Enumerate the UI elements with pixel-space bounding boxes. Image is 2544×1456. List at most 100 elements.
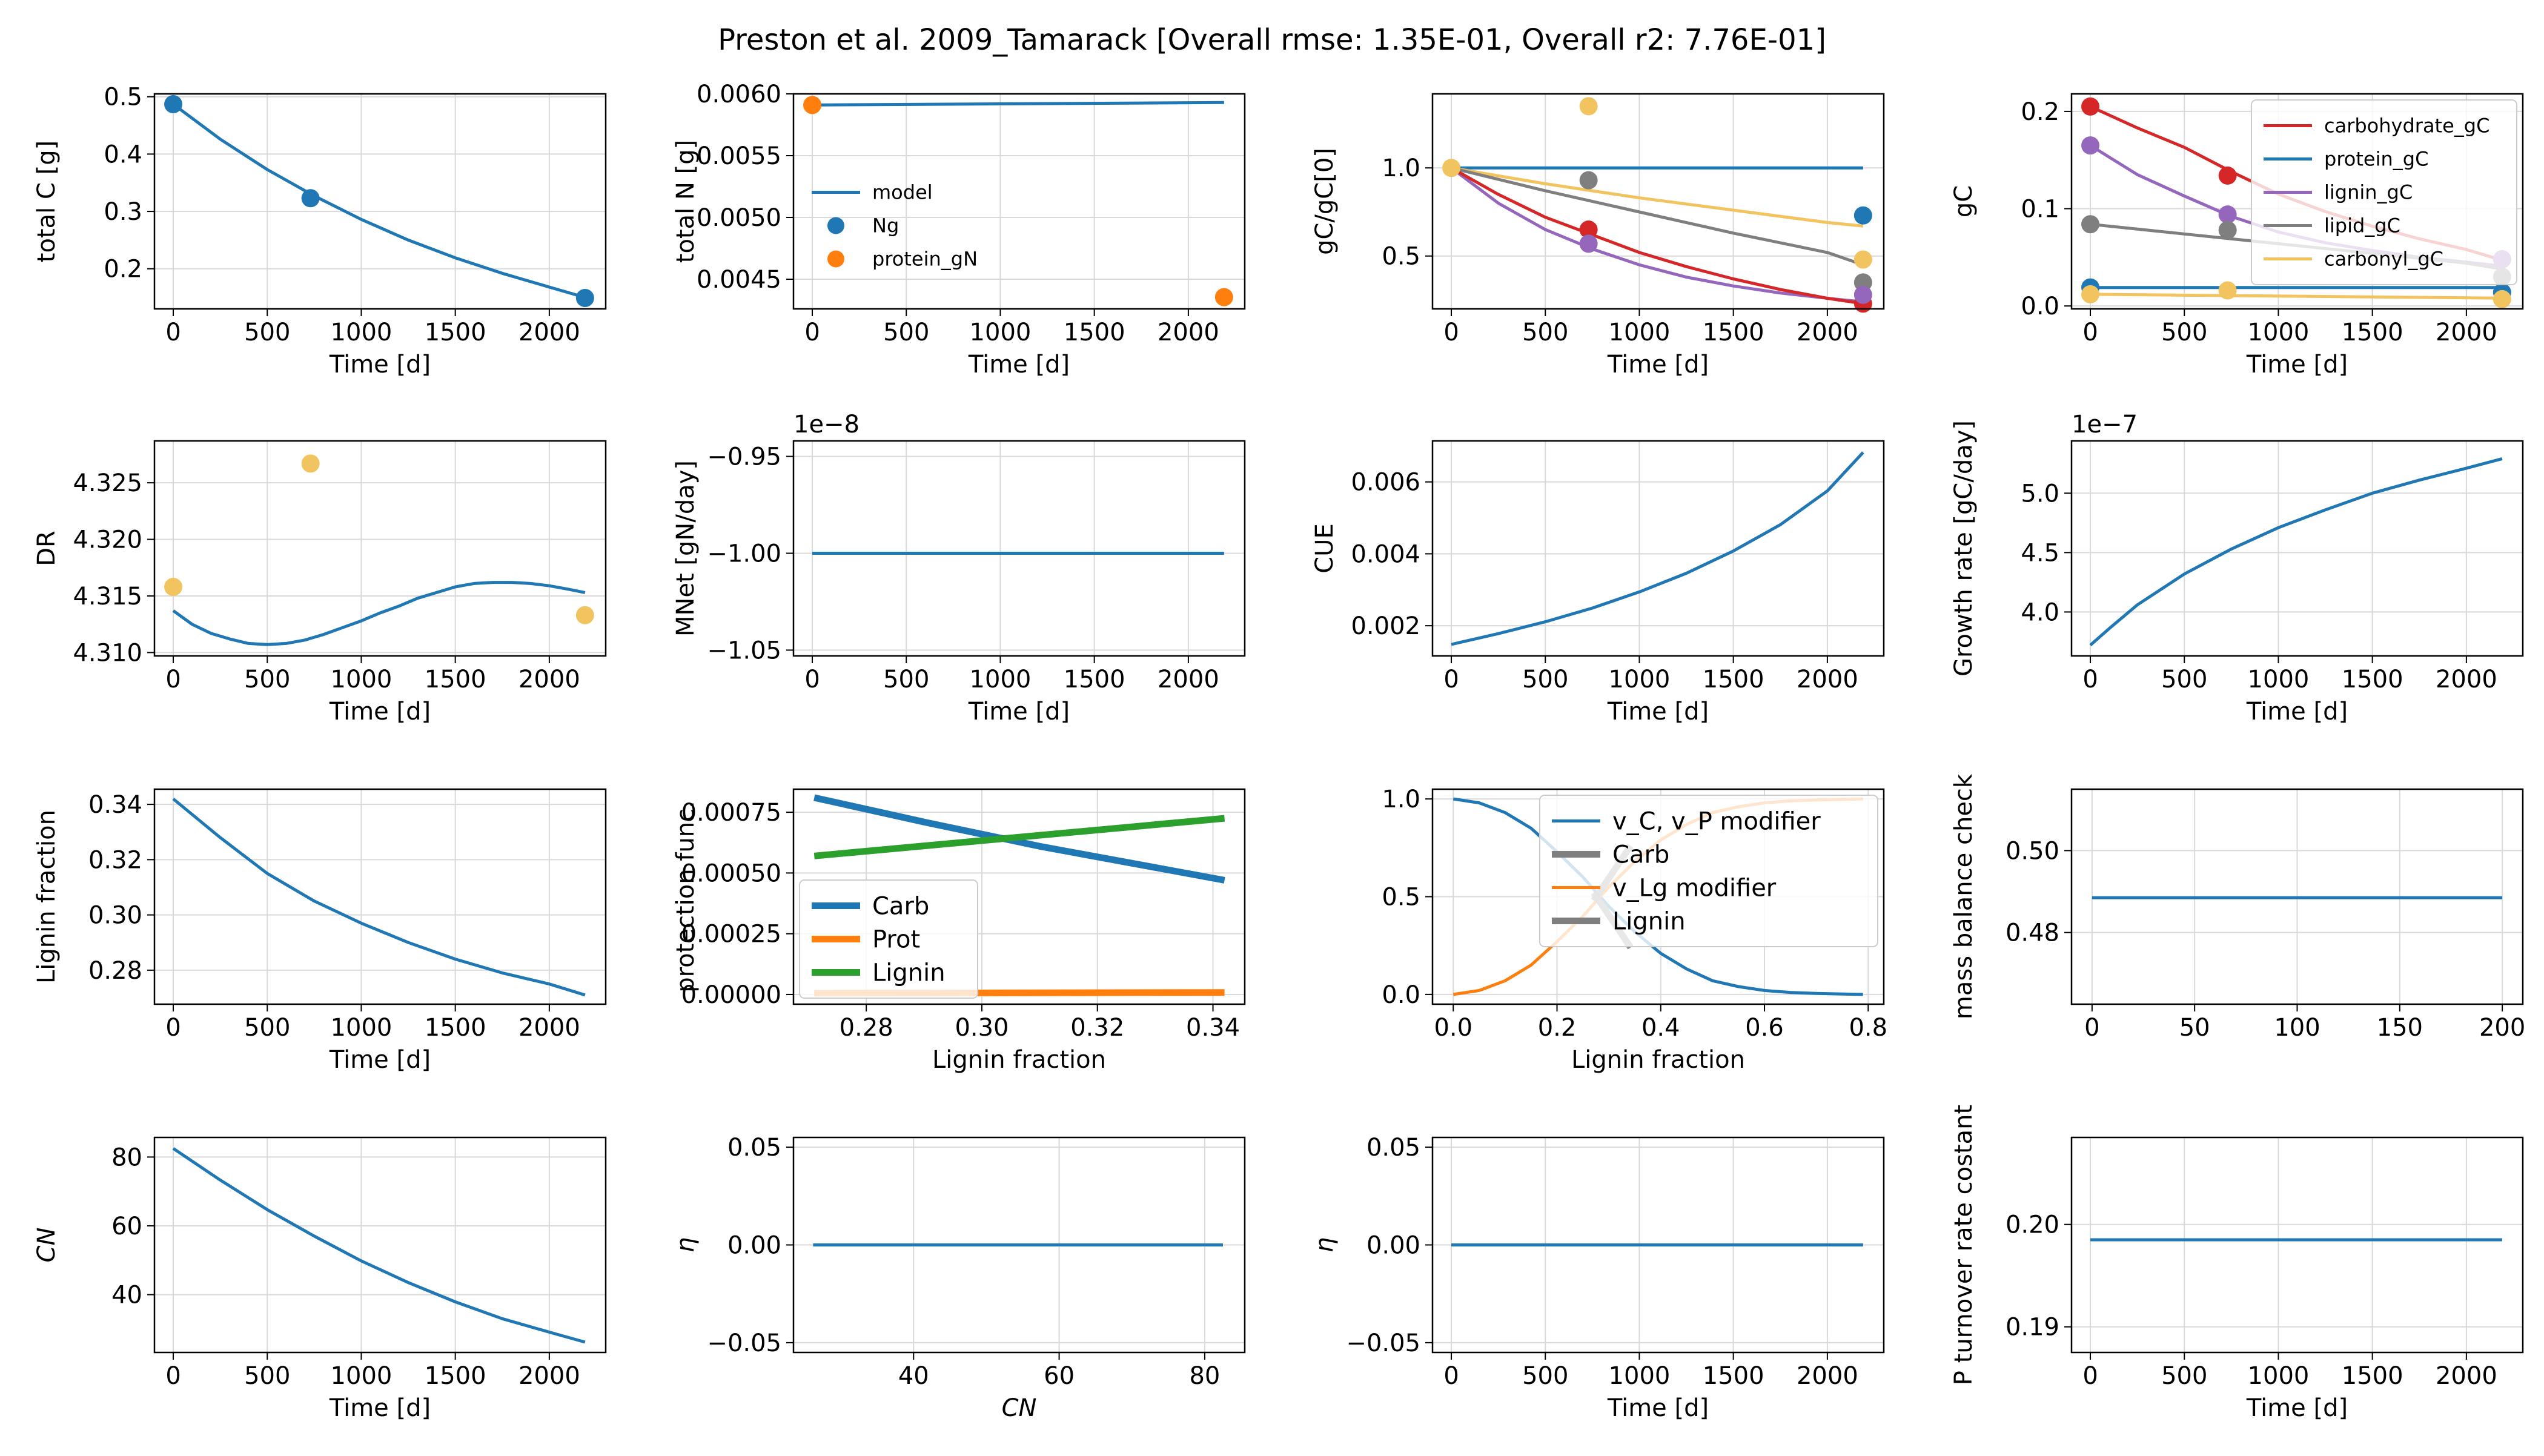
y-tick-label: 4.5: [2021, 539, 2059, 567]
y-axis-label: mass balance check: [1950, 773, 1978, 1019]
x-tick-label: 100: [2274, 1014, 2320, 1042]
y-tick-label: 0.00000: [681, 981, 781, 1009]
y-tick-label: −0.05: [1346, 1329, 1420, 1357]
x-tick-label: 500: [244, 1014, 290, 1042]
x-tick-label: 2000: [518, 319, 580, 346]
x-axis-label: Time [d]: [968, 698, 1070, 726]
legend-box: [799, 879, 978, 999]
data-point-obs_lipid: [2081, 215, 2100, 234]
x-tick-label: 1000: [331, 1362, 393, 1390]
data-point-obs_carbonyl: [2218, 281, 2237, 300]
y-tick-label: 0.0: [2021, 293, 2059, 320]
data-point-observed: [164, 95, 183, 114]
axes-frame: [153, 440, 607, 657]
x-tick-label: 500: [244, 1362, 290, 1390]
y-tick-label: 0.5: [1382, 243, 1420, 271]
data-point-obs_carbonyl: [2081, 285, 2100, 303]
x-tick-label: 2000: [1797, 1362, 1858, 1390]
x-axis-label: Time [d]: [329, 1046, 431, 1074]
legend-box: [1539, 795, 1878, 947]
y-axis-label: total C [g]: [33, 141, 61, 262]
series-line-Carb: [813, 794, 1225, 884]
y-tick-label: 0.0050: [697, 204, 781, 232]
subplot-10: 0.28 0.30 0.32 0.34 0.00000 0.00025 0.00050 0.0…: [672, 788, 1246, 1074]
data-point-obs_carbohydrate: [2218, 166, 2237, 185]
legend-marker: [827, 250, 844, 268]
x-axis-label: Time [d]: [2246, 698, 2348, 726]
y-tick-label: 0.34: [88, 791, 142, 819]
x-tick-label: 1000: [2248, 1362, 2310, 1390]
x-tick-label: 500: [1522, 319, 1568, 346]
y-axis-label: DR: [33, 531, 61, 566]
y-tick-label: 0.05: [727, 1134, 781, 1162]
data-point-observed: [575, 289, 594, 308]
series-line-model: [1451, 451, 1864, 646]
y-tick-label: 0.1: [2021, 196, 2059, 223]
x-tick-label: 2000: [1158, 319, 1219, 346]
data-point-observed: [575, 606, 594, 624]
y-axis-label: protection func.: [672, 801, 700, 993]
subplot-2: 0 500 1000 1500 2000 0.0045 0.0050 0.0055 0.0060…: [672, 81, 1246, 379]
axes-frame: [792, 440, 1246, 657]
subplot-7: 0 500 1000 1500 2000 0.002 0.004 0.006 Time [d] C…: [1311, 440, 1885, 726]
x-tick-label: 50: [2179, 1014, 2210, 1042]
y-tick-label: 0.00050: [681, 859, 781, 887]
data-point-obs_protein: [1853, 206, 1872, 225]
axes-frame: [1431, 440, 1885, 657]
x-tick-label: 0: [1443, 666, 1459, 693]
x-tick-label: 0.32: [1070, 1014, 1124, 1042]
y-tick-label: 0.0: [1382, 981, 1420, 1009]
y-tick-label: 0.48: [2006, 919, 2059, 947]
x-tick-label: 1500: [1064, 319, 1125, 346]
axes-frame: [792, 1136, 1246, 1354]
x-tick-label: 500: [1522, 666, 1568, 693]
y-tick-label: 0.004: [1351, 540, 1420, 568]
x-tick-label: 2000: [1797, 319, 1858, 346]
y-tick-label: 1.0: [1382, 154, 1420, 182]
y-tick-label: 0.05: [1366, 1134, 1420, 1162]
axes-frame: [2070, 1136, 2524, 1354]
x-tick-label: 0: [2082, 319, 2098, 346]
x-tick-label: 0: [165, 1362, 181, 1390]
x-tick-label: 0: [2084, 1014, 2099, 1042]
x-tick-label: 1000: [2248, 666, 2310, 693]
legend-label: Carb: [872, 893, 929, 921]
y-axis-label: gC: [1950, 185, 1978, 217]
x-tick-label: 1000: [331, 319, 393, 346]
x-axis-label: Time [d]: [1607, 1394, 1709, 1422]
y-tick-label: 4.320: [73, 526, 142, 554]
y-tick-label: 40: [111, 1282, 142, 1309]
y-axis-label: CN: [33, 1228, 61, 1263]
series-line-Lignin: [813, 815, 1225, 859]
x-axis-label: Time [d]: [1607, 698, 1709, 726]
x-axis-label: CN: [1002, 1394, 1037, 1422]
x-axis-label: Time [d]: [329, 351, 431, 379]
offset-label: 1e−8: [793, 411, 860, 438]
y-tick-label: 0.00025: [681, 921, 781, 948]
subplot-6: 0 500 1000 1500 2000 −1.05 −1.00 −0.95 Time [d] M…: [672, 411, 1246, 726]
legend-label: v_Lg modifier: [1612, 875, 1777, 902]
subplot-14: 40 60 80 −0.05 0.00 0.05 CN η: [672, 1134, 1246, 1422]
y-tick-label: 0.0045: [697, 266, 781, 294]
legend-label: protein_gN: [872, 248, 978, 271]
y-tick-label: 0.3: [104, 198, 142, 226]
x-tick-label: 40: [898, 1362, 929, 1390]
subplot-12: 0 50 100 150 200 0.48 0.50 mass balance check: [1950, 773, 2525, 1042]
x-tick-label: 1500: [1703, 319, 1764, 346]
x-tick-label: 2000: [518, 1014, 580, 1042]
legend: model Ng protein_gN: [812, 181, 978, 271]
legend-label: carbohydrate_gC: [2324, 114, 2489, 137]
subplot-1: 0 500 1000 1500 2000 0.2 0.3 0.4 0.5 Time [d] tota…: [33, 84, 607, 379]
x-tick-label: 1500: [2342, 319, 2403, 346]
x-tick-label: 0: [804, 666, 820, 693]
y-tick-label: 0.006: [1351, 469, 1420, 497]
plot-area: [172, 581, 586, 646]
x-tick-label: 1500: [425, 1014, 486, 1042]
plot-area: [1450, 166, 1864, 305]
x-tick-label: 1500: [425, 1362, 486, 1390]
x-tick-label: 0.6: [1745, 1014, 1784, 1042]
x-tick-label: 500: [883, 319, 929, 346]
y-tick-label: 0.32: [88, 846, 142, 874]
